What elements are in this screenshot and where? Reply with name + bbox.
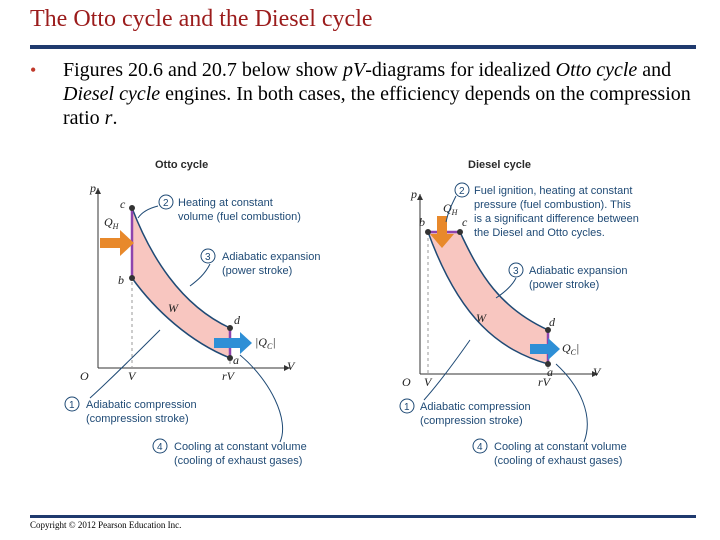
svg-text:volume (fuel combustion): volume (fuel combustion) xyxy=(178,211,301,223)
diesel-v-tick: V xyxy=(424,375,433,389)
svg-text:3: 3 xyxy=(205,252,211,263)
diesel-title: Diesel cycle xyxy=(468,159,531,171)
diesel-work-label: W xyxy=(476,311,487,325)
diesel-point-b xyxy=(425,229,431,235)
otto-work-label: W xyxy=(168,301,179,315)
bullet-pv-term: pV xyxy=(342,59,366,81)
otto-point-b xyxy=(129,275,135,281)
diesel-step-3: 3 Adiabatic expansion (power stroke) xyxy=(495,262,627,299)
bullet-otto-term: Otto cycle xyxy=(555,59,638,81)
diesel-point-a xyxy=(545,361,551,367)
svg-text:Adiabatic expansion: Adiabatic expansion xyxy=(529,265,627,277)
diesel-p-label: p xyxy=(410,187,417,201)
svg-text:1: 1 xyxy=(404,402,410,413)
svg-text:2: 2 xyxy=(459,186,465,197)
bullet-text: Figures 20.6 and 20.7 below show pV-diag… xyxy=(63,58,710,130)
svg-text:(compression stroke): (compression stroke) xyxy=(420,415,523,427)
otto-qc-label: |QC| xyxy=(255,335,276,351)
otto-origin-label: O xyxy=(80,369,89,383)
diesel-heat-in-arrow xyxy=(430,216,454,248)
diesel-label-b: b xyxy=(419,215,425,229)
diesel-qc-label: QC| xyxy=(562,341,579,357)
slide-title: The Otto cycle and the Diesel cycle xyxy=(30,6,373,32)
svg-text:Adiabatic compression: Adiabatic compression xyxy=(86,399,197,411)
svg-text:3: 3 xyxy=(513,266,519,277)
otto-label-c: c xyxy=(120,197,126,211)
otto-rv-tick: rV xyxy=(222,369,236,383)
otto-label-b: b xyxy=(118,273,124,287)
svg-text:pressure (fuel combustion). T: pressure (fuel combustion). This xyxy=(474,199,631,211)
otto-point-d xyxy=(227,325,233,331)
diesel-diagram: Diesel cycle p V O V rV b c d a W QH QC|… xyxy=(399,159,639,467)
svg-text:(cooling of exhaust gases): (cooling of exhaust gases) xyxy=(174,455,302,467)
diesel-origin-label: O xyxy=(402,375,411,389)
otto-label-a: a xyxy=(233,353,239,367)
svg-text:(compression stroke): (compression stroke) xyxy=(86,413,189,425)
svg-text:Heating at constant: Heating at constant xyxy=(178,197,273,209)
svg-text:1: 1 xyxy=(69,400,75,411)
svg-text:(cooling of exhaust gases): (cooling of exhaust gases) xyxy=(494,455,622,467)
bullet-r-term: r xyxy=(104,107,113,129)
svg-text:2: 2 xyxy=(163,198,169,209)
svg-text:(power stroke): (power stroke) xyxy=(222,265,292,277)
bullet-paragraph: • Figures 20.6 and 20.7 below show pV-di… xyxy=(30,58,710,130)
diesel-label-d: d xyxy=(549,315,556,329)
otto-step-4: 4 Cooling at constant volume (cooling of… xyxy=(152,354,307,467)
otto-label-d: d xyxy=(234,313,241,327)
otto-step-1: 1 Adiabatic compression (compression str… xyxy=(64,329,197,425)
bullet-text-part: and xyxy=(637,59,672,81)
svg-text:Cooling at constant volume: Cooling at constant volume xyxy=(494,441,627,453)
diesel-step-4: 4 Cooling at constant volume (cooling of… xyxy=(472,363,627,467)
copyright-notice: Copyright © 2012 Pearson Education Inc. xyxy=(30,520,182,530)
diesel-qh-label: QH xyxy=(443,201,459,217)
bullet-diesel-term: Diesel cycle xyxy=(63,83,161,105)
otto-diagram: Otto cycle p V O V rV c b d a W QH |QC| xyxy=(64,159,320,467)
svg-text:Fuel ignition, heating at cons: Fuel ignition, heating at constant xyxy=(474,185,632,197)
diesel-step-2: 2 Fuel ignition, heating at constant pre… xyxy=(445,182,639,239)
otto-point-c xyxy=(129,205,135,211)
diesel-label-c: c xyxy=(462,215,468,229)
svg-text:4: 4 xyxy=(477,442,483,453)
diesel-heat-out-arrow xyxy=(530,338,560,360)
diesel-v-label: V xyxy=(593,365,602,379)
otto-expansion-curve xyxy=(131,207,231,329)
otto-v-tick: V xyxy=(128,369,137,383)
otto-p-label: p xyxy=(89,181,96,195)
otto-qh-label: QH xyxy=(104,215,120,231)
otto-cycle-area xyxy=(132,208,230,358)
bullet-text-part: engines. In both cases, the efficiency d… xyxy=(63,83,691,129)
diesel-expansion-curve xyxy=(459,231,549,331)
otto-title: Otto cycle xyxy=(155,159,208,171)
title-rule xyxy=(30,45,696,49)
svg-text:Adiabatic expansion: Adiabatic expansion xyxy=(222,251,320,263)
bullet-text-part: Figures 20.6 and 20.7 below show xyxy=(63,59,343,81)
svg-text:is a significant difference be: is a significant difference between xyxy=(474,213,639,225)
otto-step-3: 3 Adiabatic expansion (power stroke) xyxy=(189,248,320,287)
svg-text:Adiabatic compression: Adiabatic compression xyxy=(420,401,531,413)
svg-text:the Diesel and Otto cycles.: the Diesel and Otto cycles. xyxy=(474,227,605,239)
svg-text:(power stroke): (power stroke) xyxy=(529,279,599,291)
otto-step-2: 2 Heating at constant volume (fuel combu… xyxy=(137,194,301,223)
diesel-point-c xyxy=(457,229,463,235)
diesel-label-a: a xyxy=(547,365,553,379)
otto-heat-in-arrow xyxy=(100,230,134,256)
otto-compression-curve xyxy=(131,277,231,359)
diesel-point-d xyxy=(545,327,551,333)
diesel-compression-curve xyxy=(427,231,549,365)
svg-text:4: 4 xyxy=(157,442,163,453)
otto-v-label: V xyxy=(287,359,296,373)
svg-text:Cooling at constant volume: Cooling at constant volume xyxy=(174,441,307,453)
bullet-marker: • xyxy=(30,60,37,80)
diesel-rv-tick: rV xyxy=(538,375,552,389)
diesel-cycle-area xyxy=(428,232,548,364)
pv-diagrams: Otto cycle p V O V rV c b d a W QH |QC| xyxy=(64,159,639,467)
otto-heat-out-arrow xyxy=(214,332,252,354)
footer-rule xyxy=(30,515,696,518)
bullet-text-part: . xyxy=(112,107,118,129)
bullet-text-part: -diagrams for idealized xyxy=(365,59,556,81)
otto-point-a xyxy=(227,355,233,361)
diesel-step-1: 1 Adiabatic compression (compression str… xyxy=(399,339,531,427)
